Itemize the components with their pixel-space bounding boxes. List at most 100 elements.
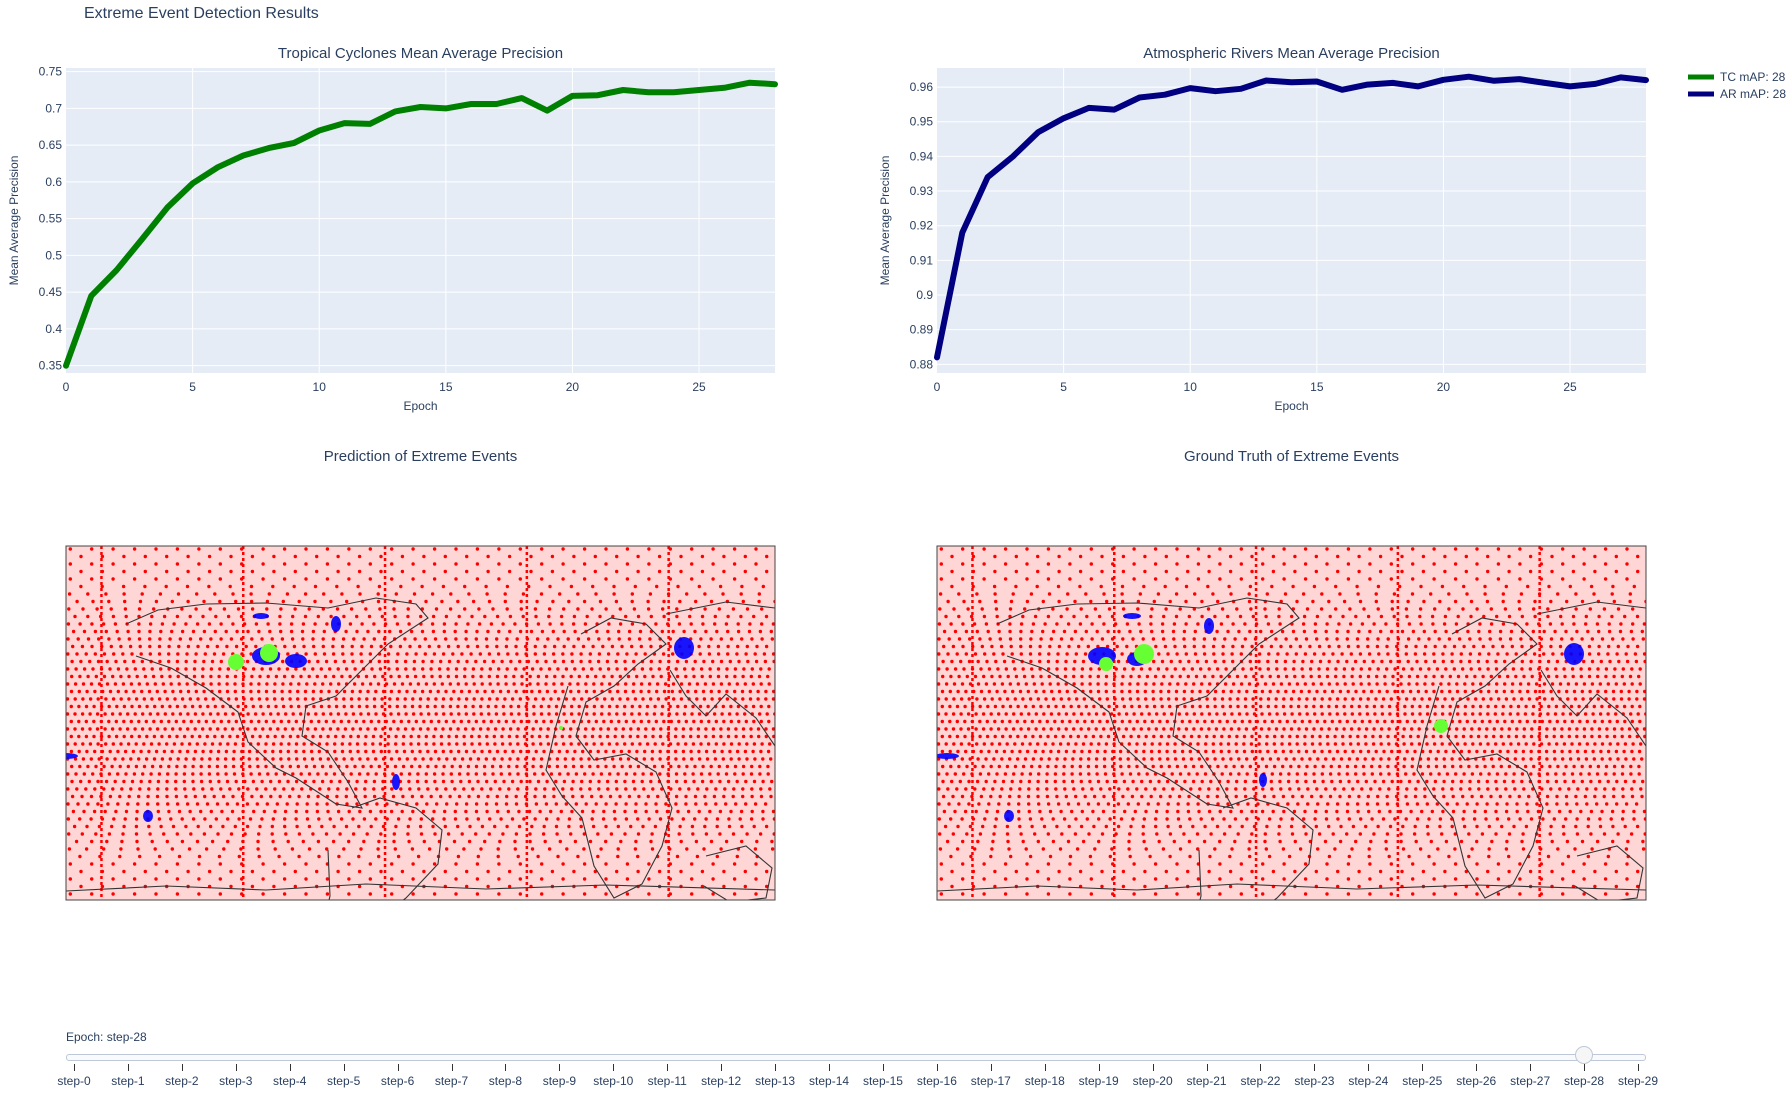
tropical-cyclone-region	[1099, 657, 1113, 671]
chart-title: Atmospheric Rivers Mean Average Precisio…	[1143, 45, 1440, 62]
slider-tick	[829, 1064, 831, 1071]
atmospheric-river-region	[143, 810, 153, 822]
slider-step-label[interactable]: step-23	[1294, 1074, 1335, 1088]
slider-step-label[interactable]: step-17	[970, 1074, 1011, 1088]
slider-tick	[74, 1064, 75, 1071]
slider-step-label[interactable]: step-0	[57, 1074, 91, 1088]
x-tick-label: 10	[1184, 380, 1198, 394]
atmospheric-river-region	[1204, 618, 1214, 634]
coastline	[545, 617, 673, 899]
x-tick-label: 25	[692, 380, 706, 394]
slider-step-label[interactable]: step-2	[165, 1074, 199, 1088]
slider-tick	[1206, 1064, 1208, 1071]
map-plot	[66, 546, 775, 900]
slider-tick	[667, 1064, 669, 1071]
plot-area	[66, 68, 775, 373]
slider-step-label[interactable]: step-20	[1132, 1074, 1173, 1088]
slider-tick	[1584, 1064, 1586, 1071]
coastline	[937, 883, 1646, 892]
x-tick-label: 5	[1060, 380, 1067, 394]
slider-step-label[interactable]: step-19	[1078, 1074, 1119, 1088]
slider-tick	[559, 1064, 561, 1071]
slider-step-label[interactable]: step-26	[1456, 1074, 1497, 1088]
slider-tick	[343, 1064, 345, 1071]
coastline	[327, 797, 443, 900]
slider-tick	[1044, 1064, 1046, 1071]
y-tick-label: 0.91	[910, 253, 934, 267]
coastline	[1536, 601, 1646, 747]
slider-step-label[interactable]: step-1	[111, 1074, 145, 1088]
coastline	[703, 845, 773, 900]
slider-step-label[interactable]: step-13	[755, 1074, 796, 1088]
y-tick-label: 0.35	[39, 359, 63, 373]
slider-step-label[interactable]: step-27	[1510, 1074, 1551, 1088]
atmospheric-river-region	[392, 774, 400, 790]
slider-step-label[interactable]: step-8	[488, 1074, 523, 1088]
page-title: Extreme Event Detection Results	[84, 5, 319, 22]
slider-step-label[interactable]: step-21	[1186, 1074, 1227, 1088]
x-tick-label: 20	[1437, 380, 1451, 394]
event-points-background	[937, 547, 1646, 896]
slider-step-label[interactable]: step-7	[434, 1074, 469, 1088]
slider-step-label[interactable]: step-15	[862, 1074, 903, 1088]
map-frame	[65, 545, 776, 901]
slider-step-label[interactable]: step-4	[273, 1074, 307, 1088]
slider-step-label[interactable]: step-5	[326, 1074, 361, 1088]
slider-step-label[interactable]: step-10	[593, 1074, 634, 1088]
y-tick-label: 0.7	[45, 101, 62, 115]
slider-tick	[1152, 1064, 1154, 1071]
slider-step-label[interactable]: step-6	[380, 1074, 415, 1088]
x-tick-label: 5	[189, 380, 196, 394]
ar-map-chart: 0 5 10 15 20 25 0.88 0.89 0.9 0.91 0.92 0.93 0.94 0.9…	[878, 45, 1649, 413]
slider-step-label[interactable]: step-3	[219, 1074, 253, 1088]
legend: TC mAP: 28 AR mAP: 28	[1688, 70, 1786, 101]
slider-tick	[936, 1064, 938, 1071]
y-tick-label: 0.55	[39, 212, 63, 226]
tropical-cyclone-region	[228, 654, 244, 670]
tc-map-chart: 0 5 10 15 20 25 0.35 0.4 0.45 0.5 0.55 0.6 0.65 0.7 0.…	[7, 45, 778, 413]
slider-step-label[interactable]: step-25	[1402, 1074, 1443, 1088]
slider-step-label[interactable]: step-18	[1024, 1074, 1065, 1088]
slider-track[interactable]	[66, 1054, 1646, 1061]
atmospheric-river-region	[1123, 613, 1141, 619]
x-tick-label: 10	[313, 380, 327, 394]
y-tick-label: 0.65	[39, 138, 63, 152]
atmospheric-river-region	[1564, 643, 1584, 665]
y-tick-label: 0.6	[45, 175, 62, 189]
event-points-background	[66, 547, 775, 896]
x-tick-label: 15	[1310, 380, 1324, 394]
x-tick-label: 0	[63, 380, 70, 394]
slider-tick	[505, 1064, 507, 1071]
slider-tick	[721, 1064, 723, 1071]
slider-step-label[interactable]: step-24	[1348, 1074, 1389, 1088]
atmospheric-river-region	[674, 637, 694, 659]
slider-tick	[775, 1064, 777, 1071]
y-tick-label: 0.92	[910, 219, 934, 233]
slider-step-label[interactable]: step-22	[1240, 1074, 1281, 1088]
x-tick-label: 15	[439, 380, 453, 394]
atmospheric-river-region	[937, 753, 959, 759]
epoch-slider[interactable]: Epoch: step-28 step-0 step-1 step-2 step-3 s…	[0, 1020, 1789, 1106]
slider-step-label[interactable]: step-28	[1564, 1074, 1605, 1088]
slider-current-value: Epoch: step-28	[66, 1030, 147, 1044]
slider-handle[interactable]	[1575, 1046, 1594, 1064]
slider-tick	[1260, 1064, 1262, 1071]
x-tick-label: 0	[934, 380, 941, 394]
coastline	[1574, 845, 1644, 900]
prediction-map: Prediction of Extreme Events	[65, 448, 776, 901]
slider-step-label[interactable]: step-29	[1617, 1074, 1659, 1088]
slider-step-label[interactable]: step-16	[916, 1074, 957, 1088]
slider-step-label[interactable]: step-14	[809, 1074, 850, 1088]
tropical-cyclone-region	[1134, 644, 1154, 664]
y-tick-label: 0.96	[910, 80, 934, 94]
tropical-cyclone-region	[260, 644, 278, 662]
coastline	[1416, 617, 1544, 899]
y-tick-label: 0.89	[910, 323, 934, 337]
slider-step-label[interactable]: step-12	[701, 1074, 742, 1088]
slider-tick	[1368, 1064, 1370, 1071]
slider-step-label[interactable]: step-11	[647, 1074, 687, 1088]
slider-tick	[1314, 1064, 1316, 1071]
slider-step-label[interactable]: step-9	[542, 1074, 577, 1088]
x-axis-label: Epoch	[403, 399, 437, 413]
y-tick-label: 0.93	[910, 184, 934, 198]
